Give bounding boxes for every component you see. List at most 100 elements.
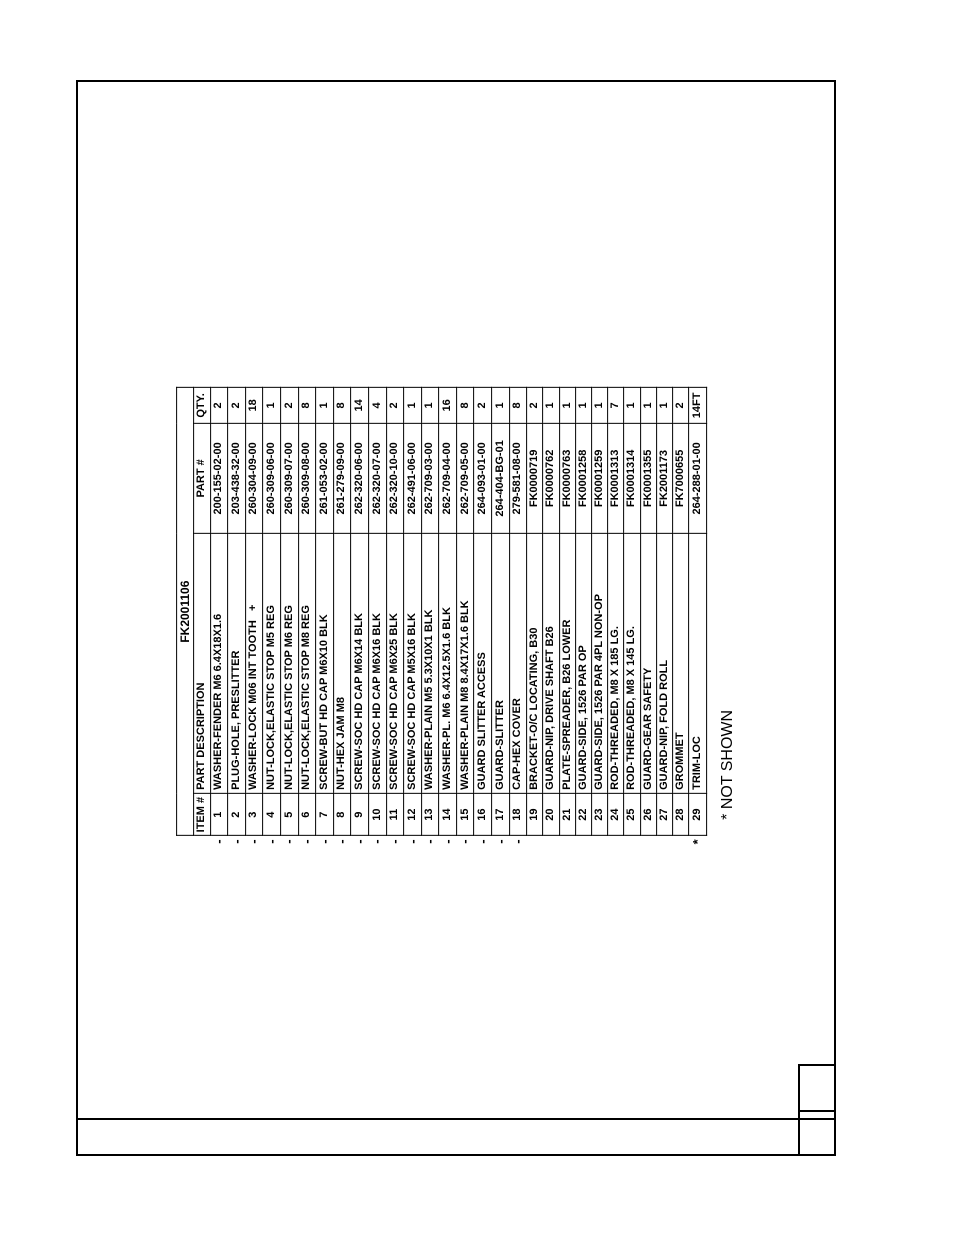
row-qty: 1 — [559, 387, 575, 423]
footer-titleblock-inner — [800, 1110, 834, 1154]
row-part: FK0000719 — [526, 423, 542, 533]
row-desc: SCREW-SOC HD CAP M6X25 BLK — [386, 533, 404, 793]
row-part: FK7000655 — [672, 423, 688, 533]
row-note: * — [688, 835, 706, 849]
row-part: 200-155-02-00 — [210, 423, 228, 533]
row-note: - — [227, 835, 245, 849]
row-note — [624, 835, 640, 849]
header-item: ITEM # — [194, 793, 210, 835]
table-row: -12SCREW-SOC HD CAP M5X16 BLK262-491-06-… — [403, 387, 421, 849]
row-item: 25 — [624, 793, 640, 835]
bom-table: FK2001106 ITEM # PART DESCRIPTION PART #… — [176, 387, 707, 850]
row-note — [672, 835, 688, 849]
row-part: 262-709-03-00 — [421, 423, 439, 533]
row-note: - — [333, 835, 351, 849]
row-desc: ROD-THREADED, M8 X 185 LG. — [607, 533, 623, 793]
row-desc: GUARD-NIP, FOLD ROLL — [656, 533, 672, 793]
row-item: 4 — [262, 793, 280, 835]
row-item: 6 — [298, 793, 316, 835]
row-qty: 2 — [386, 387, 404, 423]
note-spacer — [176, 835, 193, 849]
table-row: 26GUARD-GEAR SAFETYFK00013551 — [640, 387, 656, 849]
table-row: -15WASHER-PLAIN M8 8.4X17X1.6 BLK262-709… — [456, 387, 474, 849]
row-desc: WASHER-PLAIN M5 5.3X10X1 BLK — [421, 533, 439, 793]
row-qty: 1 — [491, 387, 509, 423]
row-part: 203-438-32-00 — [227, 423, 245, 533]
table-row: -14WASHER-PL. M6 6.4X12.5X1.6 BLK262-709… — [438, 387, 456, 849]
row-note: - — [368, 835, 386, 849]
row-desc: NUT-LOCK,ELASTIC STOP M8 REG — [298, 533, 316, 793]
row-item: 15 — [456, 793, 474, 835]
row-qty: 1 — [624, 387, 640, 423]
header-row: ITEM # PART DESCRIPTION PART # QTY. — [194, 387, 210, 849]
row-part: 260-304-09-00 — [245, 423, 263, 533]
row-note: - — [491, 835, 509, 849]
row-desc: SCREW-BUT HD CAP M6X10 BLK — [315, 533, 333, 793]
row-item: 11 — [386, 793, 404, 835]
row-note: - — [474, 835, 492, 849]
row-qty: 8 — [333, 387, 351, 423]
rotated-content: FK2001106 ITEM # PART DESCRIPTION PART #… — [176, 387, 737, 850]
table-row: -8NUT-HEX JAM M8261-279-09-008 — [333, 387, 351, 849]
row-desc: WASHER-PLAIN M8 8.4X17X1.6 BLK — [456, 533, 474, 793]
row-qty: 2 — [526, 387, 542, 423]
table-row: -17GUARD-SLITTER264-404-BG-011 — [491, 387, 509, 849]
row-part: FK0001258 — [575, 423, 591, 533]
row-part: 260-309-08-00 — [298, 423, 316, 533]
row-item: 19 — [526, 793, 542, 835]
row-qty: 1 — [262, 387, 280, 423]
table-row: -6NUT-LOCK,ELASTIC STOP M8 REG260-309-08… — [298, 387, 316, 849]
row-qty: 1 — [640, 387, 656, 423]
row-desc: GUARD-SIDE, 1526 PAR 4PL NON-OP — [591, 533, 607, 793]
row-part: 279-581-08-00 — [509, 423, 527, 533]
row-desc: NUT-LOCK,ELASTIC STOP M5 REG — [262, 533, 280, 793]
row-desc: GUARD-GEAR SAFETY — [640, 533, 656, 793]
row-qty: 8 — [509, 387, 527, 423]
row-item: 12 — [403, 793, 421, 835]
row-note: - — [298, 835, 316, 849]
row-qty: 1 — [656, 387, 672, 423]
row-note: - — [438, 835, 456, 849]
row-item: 18 — [509, 793, 527, 835]
row-desc: GUARD-SLITTER — [491, 533, 509, 793]
row-desc: GROMMET — [672, 533, 688, 793]
row-qty: 2 — [227, 387, 245, 423]
row-item: 7 — [315, 793, 333, 835]
table-row: -18CAP-HEX COVER279-581-08-008 — [509, 387, 527, 849]
row-qty: 2 — [210, 387, 228, 423]
row-qty: 7 — [607, 387, 623, 423]
row-note: - — [509, 835, 527, 849]
row-item: 23 — [591, 793, 607, 835]
row-desc: ROD-THREADED, M8 X 145 LG. — [624, 533, 640, 793]
row-part: 262-320-10-00 — [386, 423, 404, 533]
row-desc: PLATE-SPREADER, B26 LOWER — [559, 533, 575, 793]
row-desc: CAP-HEX COVER — [509, 533, 527, 793]
table-row: 27GUARD-NIP, FOLD ROLLFK20011731 — [656, 387, 672, 849]
row-part: 261-053-02-00 — [315, 423, 333, 533]
title-row: FK2001106 — [176, 387, 193, 849]
content-area: FK2001106 ITEM # PART DESCRIPTION PART #… — [78, 82, 834, 1154]
row-item: 20 — [543, 793, 559, 835]
page-frame: FK2001106 ITEM # PART DESCRIPTION PART #… — [76, 80, 836, 1156]
row-item: 24 — [607, 793, 623, 835]
row-item: 10 — [368, 793, 386, 835]
row-part: 262-491-06-00 — [403, 423, 421, 533]
row-note: - — [210, 835, 228, 849]
row-item: 21 — [559, 793, 575, 835]
row-note — [656, 835, 672, 849]
row-qty: 16 — [438, 387, 456, 423]
header-qty: QTY. — [194, 387, 210, 423]
row-qty: 4 — [368, 387, 386, 423]
row-part: FK0001314 — [624, 423, 640, 533]
row-item: 8 — [333, 793, 351, 835]
row-qty: 1 — [315, 387, 333, 423]
row-part: 262-320-06-00 — [350, 423, 368, 533]
row-qty: 8 — [456, 387, 474, 423]
table-row: -9SCREW-SOC HD CAP M6X14 BLK262-320-06-0… — [350, 387, 368, 849]
table-row: 21PLATE-SPREADER, B26 LOWERFK00007631 — [559, 387, 575, 849]
row-item: 26 — [640, 793, 656, 835]
row-part: FK2001173 — [656, 423, 672, 533]
row-qty: 1 — [575, 387, 591, 423]
row-part: 260-309-07-00 — [280, 423, 298, 533]
row-note: - — [350, 835, 368, 849]
